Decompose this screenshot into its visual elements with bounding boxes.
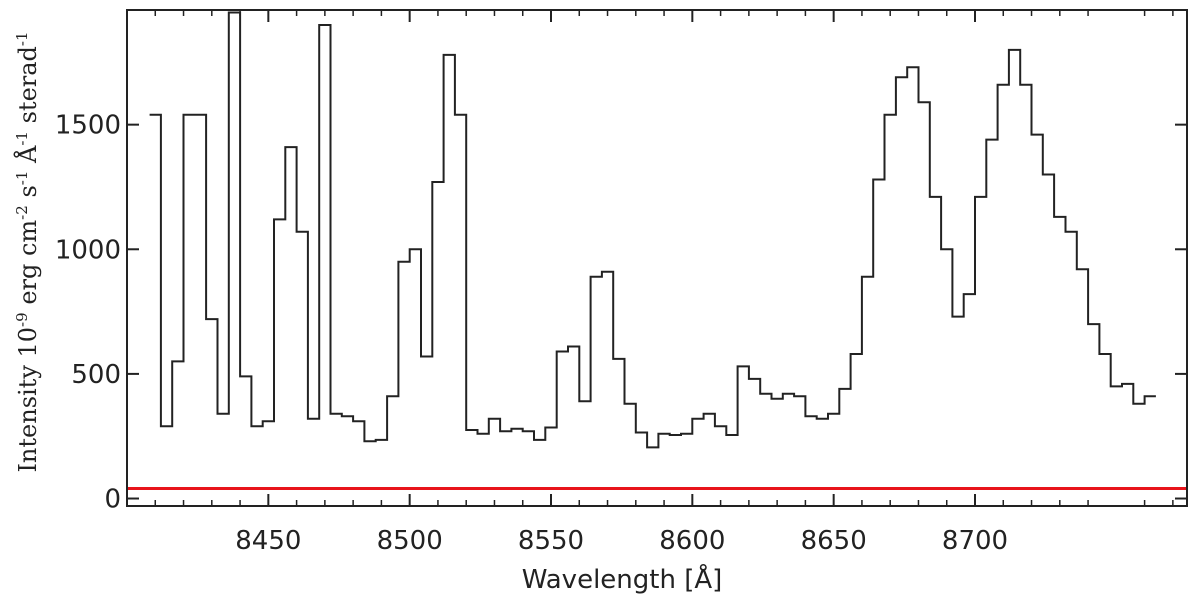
y-label-text: erg cm	[14, 220, 42, 313]
x-axis-label: Wavelength [Å]	[522, 563, 723, 595]
y-tick-label: 1000	[55, 235, 121, 265]
spectrum-series-line	[149, 11, 1156, 449]
y-tick-label: 1500	[55, 111, 121, 141]
x-tick-label: 8550	[518, 526, 584, 556]
y-label-text: sterad	[14, 46, 42, 131]
plot-area	[126, 9, 1188, 507]
y-tick-label: 500	[71, 360, 121, 390]
tick-labels: 8450 8500 8550 8600 8650 8700 0 500 1000 1500	[55, 111, 1008, 556]
x-tick-label: 8500	[377, 526, 443, 556]
tick-marks	[127, 10, 1187, 506]
y-label-superscript: -9	[13, 312, 31, 327]
x-tick-label: 8450	[235, 526, 301, 556]
y-label-text: Å	[13, 145, 42, 171]
x-tick-label: 8700	[942, 526, 1008, 556]
y-label-superscript: -2	[13, 205, 31, 220]
x-tick-label: 8600	[659, 526, 725, 556]
y-label-superscript: -1	[13, 171, 31, 186]
y-label-superscript: -1	[13, 31, 31, 46]
y-axis-label: Intensity 10-9 erg cm-2 s-1 Å-1 sterad-1	[13, 31, 42, 472]
y-label-text: s	[14, 185, 42, 205]
y-label-superscript: -1	[13, 131, 31, 146]
plot-frame	[126, 9, 1188, 507]
x-tick-label: 8650	[801, 526, 867, 556]
y-tick-label: 0	[104, 485, 121, 515]
y-label-text: Intensity 10	[14, 327, 42, 473]
